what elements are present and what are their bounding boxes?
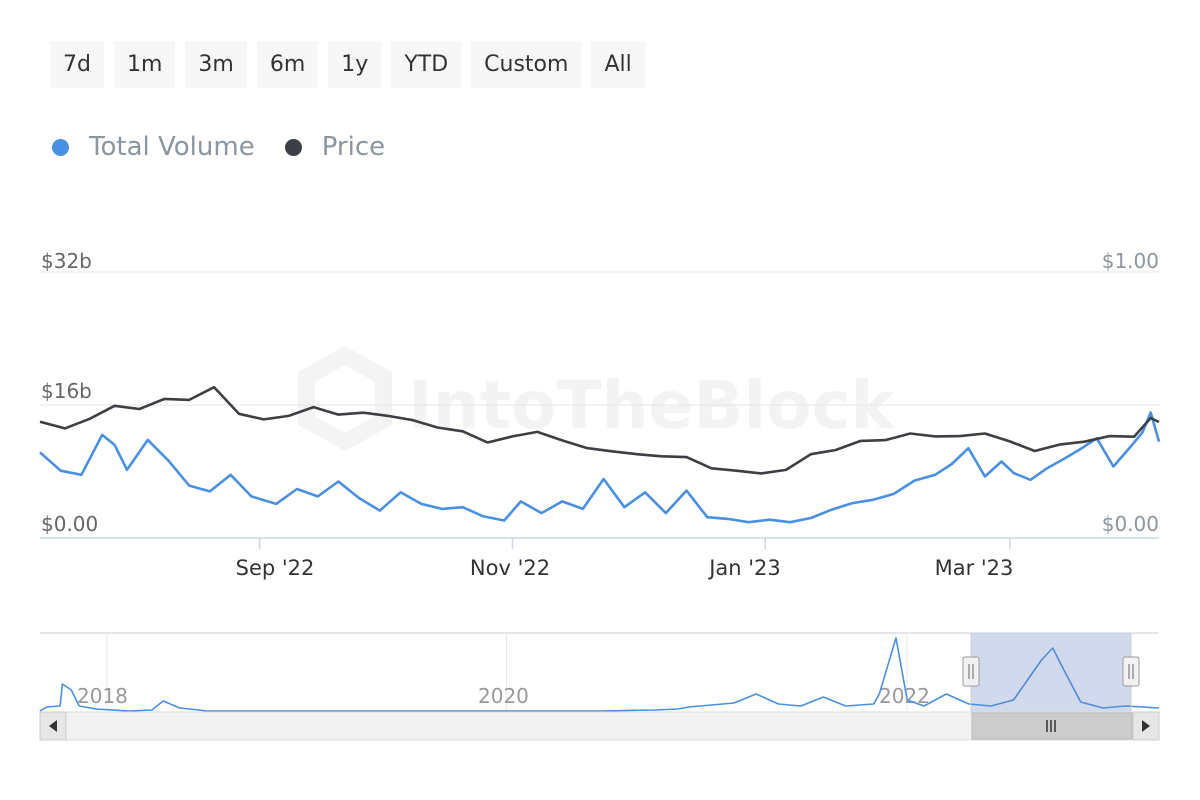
range-button-7d[interactable]: 7d xyxy=(50,41,104,88)
y-axis-right-tick-0: $0.00 xyxy=(1102,512,1159,536)
navigator-selection[interactable] xyxy=(970,632,1132,713)
navigator-handle-right[interactable] xyxy=(1122,656,1140,687)
arrow-left-icon xyxy=(49,720,57,732)
legend-label-total-volume: Total Volume xyxy=(89,132,255,162)
scrollbar-right-button[interactable] xyxy=(1132,711,1160,741)
range-button-1y[interactable]: 1y xyxy=(328,41,382,88)
navigator-grid xyxy=(106,633,908,711)
watermark-text: IntoTheBlock xyxy=(408,367,897,444)
range-button-all[interactable]: All xyxy=(591,41,645,88)
watermark-logo-icon xyxy=(298,346,392,451)
navigator-year-2022: 2022 xyxy=(879,684,930,708)
range-button-3m[interactable]: 3m xyxy=(185,41,247,88)
legend-marker-total-volume xyxy=(52,138,69,156)
watermark: IntoTheBlock xyxy=(298,346,897,451)
range-button-6m[interactable]: 6m xyxy=(256,41,319,88)
chart-legend: Total Volume Price xyxy=(52,132,385,162)
legend-item-total-volume[interactable]: Total Volume xyxy=(52,132,255,162)
axis-layer xyxy=(40,537,1159,549)
x-axis-tick-nov-22: Nov '22 xyxy=(470,556,550,580)
y-axis-left-tick-16b: $16b xyxy=(41,379,92,403)
navigator: 2018 2020 2022 xyxy=(39,632,1160,713)
y-axis-left-tick-32b: $32b xyxy=(41,249,92,273)
navigator-year-2018: 2018 xyxy=(77,684,128,708)
series-line-total-volume xyxy=(39,411,1161,524)
series-line-price xyxy=(39,385,1160,475)
grid-layer xyxy=(40,271,1159,406)
range-button-ytd[interactable]: YTD xyxy=(391,41,462,88)
y-axis-right-tick-1: $1.00 xyxy=(1102,249,1159,273)
scrollbar-left-button[interactable] xyxy=(39,711,67,741)
range-button-custom[interactable]: Custom xyxy=(471,41,582,88)
scrollbar-thumb[interactable] xyxy=(971,712,1133,740)
x-axis-tick-sep-22: Sep '22 xyxy=(236,556,315,580)
x-axis-tick-jan-23: Jan '23 xyxy=(707,556,781,580)
arrow-right-icon xyxy=(1142,720,1150,732)
y-axis-left-tick-0: $0.00 xyxy=(41,512,98,536)
navigator-scrollbar xyxy=(39,711,1160,741)
legend-marker-price xyxy=(284,138,302,156)
x-axis-tick-mar-23: Mar '23 xyxy=(935,556,1014,580)
navigator-year-2020: 2020 xyxy=(478,684,529,708)
scrollbar-track[interactable] xyxy=(39,711,1160,741)
range-selector: 7d 1m 3m 6m 1y YTD Custom All xyxy=(50,41,645,88)
legend-item-price[interactable]: Price xyxy=(284,132,386,162)
legend-label-price: Price xyxy=(321,132,386,162)
navigator-series-line xyxy=(39,637,1160,712)
range-button-1m[interactable]: 1m xyxy=(113,41,176,88)
navigator-handle-left[interactable] xyxy=(962,656,980,687)
